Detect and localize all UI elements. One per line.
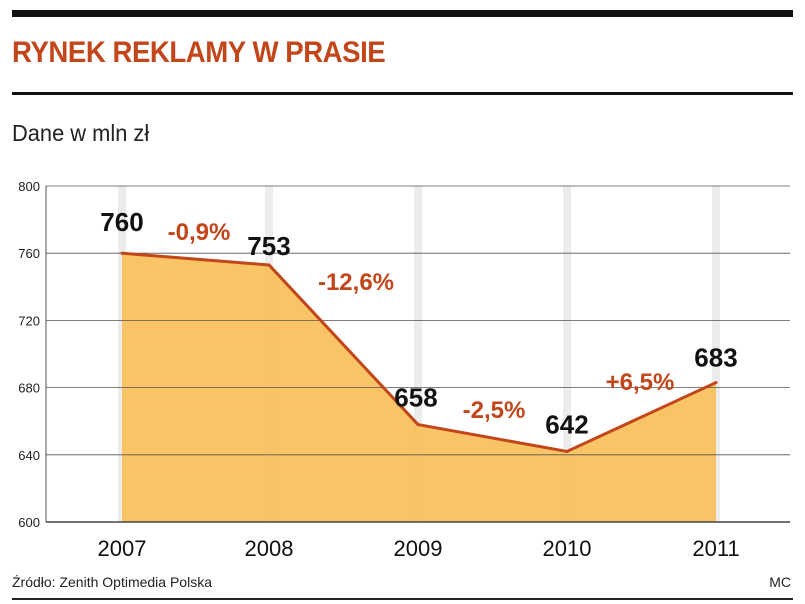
title-rule bbox=[12, 92, 793, 95]
x-tick-2009: 2009 bbox=[394, 536, 443, 561]
data-point-2011 bbox=[714, 381, 718, 385]
value-label-2007: 760 bbox=[100, 207, 143, 237]
value-label-2009: 658 bbox=[394, 383, 437, 413]
x-grid-band-2011 bbox=[712, 186, 720, 522]
y-tick-800: 800 bbox=[18, 179, 40, 194]
source-note: Źródło: Zenith Optimedia Polska bbox=[12, 574, 212, 590]
data-point-2010 bbox=[565, 449, 569, 453]
value-label-2011: 683 bbox=[694, 343, 737, 373]
value-label-2010: 642 bbox=[545, 409, 588, 439]
value-label-2008: 753 bbox=[247, 231, 290, 261]
change-label-2: -2,5% bbox=[463, 397, 526, 424]
x-grid-band-2009 bbox=[414, 186, 422, 522]
bottom-rule bbox=[12, 598, 793, 600]
y-tick-720: 720 bbox=[18, 313, 40, 328]
data-point-2009 bbox=[416, 423, 420, 427]
x-tick-2011: 2011 bbox=[692, 536, 739, 561]
change-label-0: -0,9% bbox=[168, 219, 231, 246]
top-rule bbox=[12, 10, 793, 17]
y-tick-640: 640 bbox=[18, 448, 40, 463]
chart-title: RYNEK REKLAMY W PRASIE bbox=[12, 36, 386, 69]
x-tick-2010: 2010 bbox=[543, 536, 592, 561]
change-label-1: -12,6% bbox=[318, 269, 394, 296]
change-label-3: +6,5% bbox=[606, 369, 675, 396]
x-tick-2007: 2007 bbox=[98, 536, 147, 561]
x-tick-2008: 2008 bbox=[245, 536, 294, 561]
y-tick-680: 680 bbox=[18, 381, 40, 396]
y-tick-600: 600 bbox=[18, 515, 40, 530]
y-tick-760: 760 bbox=[18, 246, 40, 261]
chart-subtitle: Dane w mln zł bbox=[12, 120, 150, 146]
x-grid-band-2010 bbox=[563, 186, 571, 522]
data-point-2008 bbox=[267, 263, 271, 267]
data-point-2007 bbox=[120, 251, 124, 255]
credit-note: MC bbox=[769, 574, 791, 590]
